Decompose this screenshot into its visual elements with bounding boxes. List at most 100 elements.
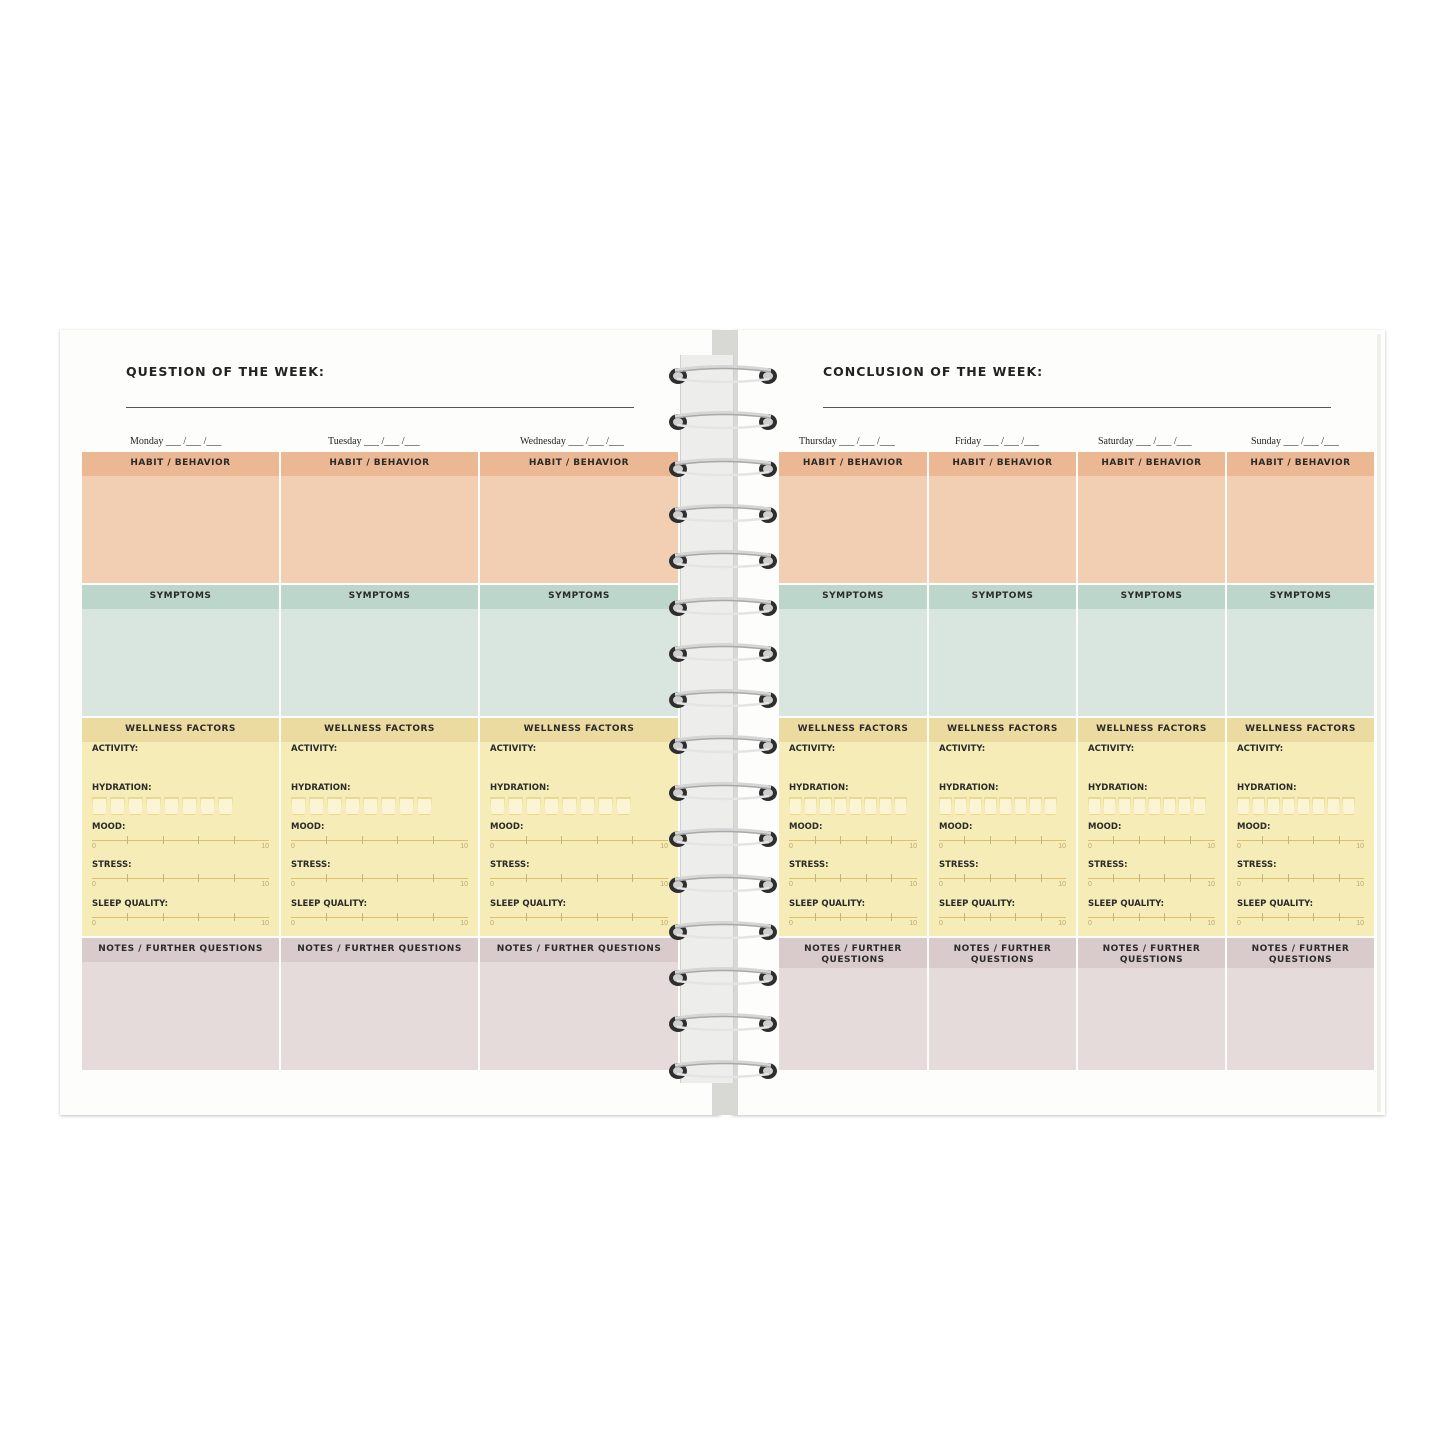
symptoms-area[interactable]: SYMPTOMS: [779, 585, 927, 716]
wellness-factors-area[interactable]: WELLNESS FACTORS ACTIVITY: HYDRATION: MOOD:…: [82, 718, 279, 936]
water-cup-icon[interactable]: [291, 797, 306, 815]
water-cup-icon[interactable]: [789, 797, 802, 815]
habit-behavior-area[interactable]: HABIT / BEHAVIOR: [281, 452, 478, 583]
notes-further-questions-area[interactable]: NOTES / FURTHER QUESTIONS: [1227, 938, 1374, 1070]
habit-behavior-area[interactable]: HABIT / BEHAVIOR: [1227, 452, 1374, 583]
water-cup-icon[interactable]: [1252, 797, 1265, 815]
water-cup-icon[interactable]: [417, 797, 432, 815]
water-cup-icon[interactable]: [1044, 797, 1057, 815]
wellness-factors-area[interactable]: WELLNESS FACTORS ACTIVITY: HYDRATION: MOOD:…: [929, 718, 1076, 936]
habit-behavior-area[interactable]: HABIT / BEHAVIOR: [779, 452, 927, 583]
sleep-scale-slider[interactable]: 0 10: [789, 913, 917, 927]
water-cup-icon[interactable]: [128, 797, 143, 815]
notes-further-questions-area[interactable]: NOTES / FURTHER QUESTIONS: [281, 938, 478, 1070]
water-cup-icon[interactable]: [1118, 797, 1131, 815]
stress-scale-slider[interactable]: 0 10: [1237, 874, 1364, 888]
water-cup-icon[interactable]: [526, 797, 541, 815]
date-blanks[interactable]: ___ /___ /___: [568, 436, 624, 447]
water-cup-icon[interactable]: [1282, 797, 1295, 815]
water-cup-icon[interactable]: [399, 797, 414, 815]
water-cup-icon[interactable]: [1327, 797, 1340, 815]
wellness-factors-area[interactable]: WELLNESS FACTORS ACTIVITY: HYDRATION: MOOD:…: [480, 718, 678, 936]
symptoms-area[interactable]: SYMPTOMS: [281, 585, 478, 716]
stress-scale-slider[interactable]: 0 10: [291, 874, 468, 888]
water-cup-icon[interactable]: [1148, 797, 1161, 815]
date-blanks[interactable]: ___ /___ /___: [1283, 436, 1340, 447]
notes-further-questions-area[interactable]: NOTES / FURTHER QUESTIONS: [480, 938, 678, 1070]
water-cup-icon[interactable]: [580, 797, 595, 815]
water-cup-icon[interactable]: [598, 797, 613, 815]
water-cup-icon[interactable]: [849, 797, 862, 815]
date-blanks[interactable]: ___ /___ /___: [1136, 436, 1192, 447]
water-cup-icon[interactable]: [879, 797, 892, 815]
stress-scale-slider[interactable]: 0 10: [789, 874, 917, 888]
water-cup-icon[interactable]: [834, 797, 847, 815]
water-cup-icon[interactable]: [182, 797, 197, 815]
mood-scale-slider[interactable]: 0 10: [291, 836, 468, 850]
water-cup-icon[interactable]: [1133, 797, 1146, 815]
wellness-factors-area[interactable]: WELLNESS FACTORS ACTIVITY: HYDRATION: MOOD:…: [1078, 718, 1225, 936]
wellness-factors-area[interactable]: WELLNESS FACTORS ACTIVITY: HYDRATION: MOOD:…: [281, 718, 478, 936]
symptoms-area[interactable]: SYMPTOMS: [929, 585, 1076, 716]
notes-further-questions-area[interactable]: NOTES / FURTHER QUESTIONS: [1078, 938, 1225, 1070]
water-cup-icon[interactable]: [508, 797, 523, 815]
water-cup-icon[interactable]: [1193, 797, 1206, 815]
wellness-factors-area[interactable]: WELLNESS FACTORS ACTIVITY: HYDRATION: MOOD:…: [1227, 718, 1374, 936]
water-cup-icon[interactable]: [363, 797, 378, 815]
mood-scale-slider[interactable]: 0 10: [490, 836, 668, 850]
habit-behavior-area[interactable]: HABIT / BEHAVIOR: [1078, 452, 1225, 583]
water-cup-icon[interactable]: [1342, 797, 1355, 815]
notes-further-questions-area[interactable]: NOTES / FURTHER QUESTIONS: [82, 938, 279, 1070]
date-blanks[interactable]: ___ /___ /___: [983, 436, 1040, 447]
notes-further-questions-area[interactable]: NOTES / FURTHER QUESTIONS: [779, 938, 927, 1070]
water-cup-icon[interactable]: [200, 797, 215, 815]
water-cup-icon[interactable]: [1014, 797, 1027, 815]
water-cup-icon[interactable]: [1297, 797, 1310, 815]
water-cup-icon[interactable]: [1088, 797, 1101, 815]
notes-further-questions-area[interactable]: NOTES / FURTHER QUESTIONS: [929, 938, 1076, 1070]
stress-scale-slider[interactable]: 0 10: [92, 874, 269, 888]
water-cup-icon[interactable]: [1029, 797, 1042, 815]
conclusion-of-week-line[interactable]: [823, 407, 1331, 408]
water-cup-icon[interactable]: [616, 797, 631, 815]
water-cup-icon[interactable]: [819, 797, 832, 815]
sleep-scale-slider[interactable]: 0 10: [291, 913, 468, 927]
water-cup-icon[interactable]: [309, 797, 324, 815]
symptoms-area[interactable]: SYMPTOMS: [1227, 585, 1374, 716]
water-cup-icon[interactable]: [894, 797, 907, 815]
symptoms-area[interactable]: SYMPTOMS: [82, 585, 279, 716]
mood-scale-slider[interactable]: 0 10: [789, 836, 917, 850]
water-cup-icon[interactable]: [345, 797, 360, 815]
mood-scale-slider[interactable]: 0 10: [1088, 836, 1215, 850]
water-cup-icon[interactable]: [804, 797, 817, 815]
water-cup-icon[interactable]: [969, 797, 982, 815]
stress-scale-slider[interactable]: 0 10: [490, 874, 668, 888]
sleep-scale-slider[interactable]: 0 10: [1237, 913, 1364, 927]
water-cup-icon[interactable]: [110, 797, 125, 815]
date-blanks[interactable]: ___ /___ /___: [839, 436, 895, 447]
stress-scale-slider[interactable]: 0 10: [939, 874, 1066, 888]
water-cup-icon[interactable]: [999, 797, 1012, 815]
water-cup-icon[interactable]: [1312, 797, 1325, 815]
water-cup-icon[interactable]: [146, 797, 161, 815]
mood-scale-slider[interactable]: 0 10: [939, 836, 1066, 850]
water-cup-icon[interactable]: [1103, 797, 1116, 815]
water-cup-icon[interactable]: [327, 797, 342, 815]
sleep-scale-slider[interactable]: 0 10: [490, 913, 668, 927]
water-cup-icon[interactable]: [381, 797, 396, 815]
date-blanks[interactable]: ___ /___ /___: [165, 436, 222, 447]
water-cup-icon[interactable]: [1237, 797, 1250, 815]
habit-behavior-area[interactable]: HABIT / BEHAVIOR: [82, 452, 279, 583]
water-cup-icon[interactable]: [218, 797, 233, 815]
habit-behavior-area[interactable]: HABIT / BEHAVIOR: [929, 452, 1076, 583]
water-cup-icon[interactable]: [939, 797, 952, 815]
water-cup-icon[interactable]: [1163, 797, 1176, 815]
symptoms-area[interactable]: SYMPTOMS: [480, 585, 678, 716]
sleep-scale-slider[interactable]: 0 10: [1088, 913, 1215, 927]
mood-scale-slider[interactable]: 0 10: [1237, 836, 1364, 850]
water-cup-icon[interactable]: [1178, 797, 1191, 815]
sleep-scale-slider[interactable]: 0 10: [939, 913, 1066, 927]
symptoms-area[interactable]: SYMPTOMS: [1078, 585, 1225, 716]
water-cup-icon[interactable]: [544, 797, 559, 815]
sleep-scale-slider[interactable]: 0 10: [92, 913, 269, 927]
